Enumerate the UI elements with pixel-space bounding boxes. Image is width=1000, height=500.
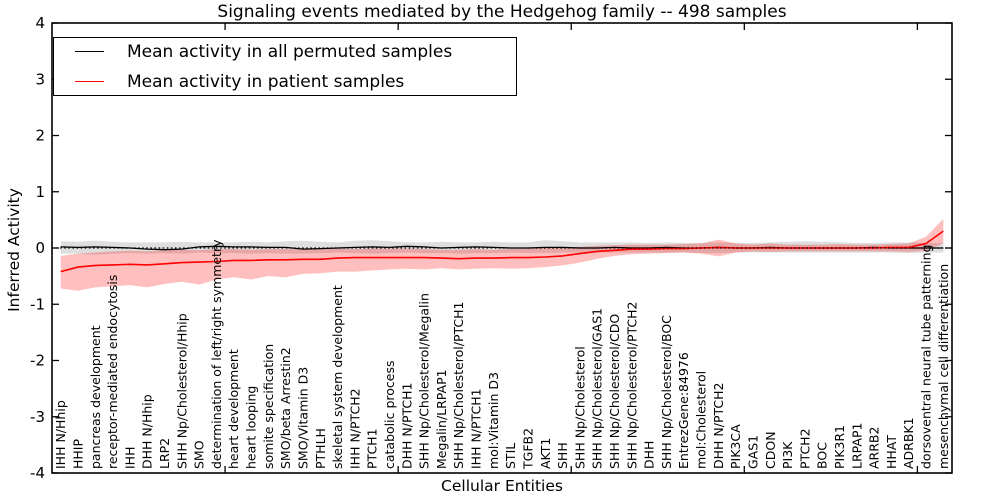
x-tick-label: determination of left/right symmetry — [209, 239, 224, 469]
x-tick-label: AKT1 — [538, 438, 553, 469]
x-tick-label: Megalin/LRPAP1 — [434, 369, 449, 469]
x-tick-label: SHH Np/Cholesterol/GAS1 — [590, 308, 605, 469]
x-tick-label: DHH N/Hhip — [140, 394, 155, 469]
x-tick-label: IHH N/PTCH1 — [469, 388, 484, 469]
x-tick-label: SHH Np/Cholesterol — [572, 346, 587, 469]
x-tick-label: LRP2 — [157, 438, 172, 469]
x-tick-label: SHH — [555, 442, 570, 469]
x-tick-label: SHH Np/Cholesterol/Megalin — [417, 293, 432, 469]
y-tick-label: 4 — [35, 14, 45, 32]
x-tick-label: mol:Vitamin D3 — [486, 372, 501, 469]
x-tick-label: PI3K — [780, 441, 795, 469]
y-tick-label: 3 — [35, 70, 45, 88]
patient-line-swatch — [75, 81, 104, 82]
x-tick-label: GAS1 — [746, 435, 761, 469]
x-tick-label: SHH Np/Cholesterol/PTCH2 — [624, 302, 639, 470]
y-tick-label: 0 — [35, 239, 45, 257]
x-tick-label: SHH Np/Cholesterol/PTCH1 — [451, 302, 466, 470]
legend-item-permuted: Mean activity in all permuted samples — [54, 40, 516, 64]
x-tick-label: receptor-mediated endocytosis — [105, 275, 120, 469]
y-tick-label: -2 — [30, 352, 45, 370]
x-tick-label: CDON — [763, 431, 778, 469]
patient-mean-line — [60, 230, 944, 273]
x-tick-label: HHIP — [71, 439, 86, 469]
y-tick-label: 2 — [35, 127, 45, 145]
chart-title: Signaling events mediated by the Hedgeho… — [217, 2, 787, 22]
x-tick-label: DHH N/PTCH2 — [711, 383, 726, 469]
x-tick-label: somite specification — [261, 344, 276, 469]
x-tick-label: DHH — [642, 441, 657, 469]
x-tick-label: STIL — [503, 443, 518, 469]
x-tick-label: dorsoventral neural tube patterning — [919, 245, 934, 470]
x-tick-label: SHH Np/Cholesterol/BOC — [659, 315, 674, 469]
x-tick-label: IHH N/Hhip — [53, 400, 68, 469]
x-tick-label: SMO/beta Arrestin2 — [278, 347, 293, 469]
legend-item-patient: Mean activity in patient samples — [54, 70, 516, 94]
y-axis-label: Inferred Activity — [5, 188, 23, 312]
x-tick-label: SMO/Vitamin D3 — [296, 367, 311, 469]
x-tick-label: PIK3CA — [728, 424, 743, 469]
x-axis-label: Cellular Entities — [441, 477, 563, 495]
x-tick-label: heart looping — [244, 386, 259, 469]
legend-label-permuted: Mean activity in all permuted samples — [127, 41, 453, 62]
y-tick-label: -1 — [30, 295, 45, 313]
x-tick-label: IHH — [122, 447, 137, 470]
x-tick-label: SMO — [192, 440, 207, 469]
permuted-line-swatch — [75, 51, 104, 52]
x-tick-label: DHH N/PTCH1 — [399, 383, 414, 469]
patient-band — [60, 218, 944, 291]
x-tick-label: PTCH1 — [365, 428, 380, 469]
legend: Mean activity in all permuted samples Me… — [53, 37, 517, 96]
x-tick-label: SHH Np/Cholesterol/CDO — [607, 314, 622, 469]
x-tick-label: PTCH2 — [797, 428, 812, 469]
y-tick-label: -3 — [30, 408, 45, 426]
x-tick-label: heart development — [226, 349, 241, 469]
x-tick-label: pancreas development — [88, 325, 103, 469]
x-tick-label: HHAT — [884, 435, 899, 469]
x-tick-label: ADRBK1 — [901, 417, 916, 469]
x-tick-label: EntrezGene:84976 — [676, 352, 691, 469]
x-tick-label: IHH N/PTCH2 — [347, 388, 362, 469]
x-tick-label: SHH Np/Cholesterol/Hhip — [174, 313, 189, 469]
x-tick-label: TGFB2 — [521, 428, 536, 470]
x-tick-label: mol:Cholesterol — [694, 371, 709, 469]
x-tick-label: ARRB2 — [867, 427, 882, 469]
y-tick-label: 1 — [35, 183, 45, 201]
x-tick-label: skeletal system development — [330, 285, 345, 469]
x-tick-label: PTHLH — [313, 428, 328, 469]
x-tick-label: PIK3R1 — [832, 425, 847, 469]
x-tick-label: BOC — [815, 442, 830, 469]
x-tick-label: mesenchymal cell differentiation — [936, 264, 951, 469]
y-tick-label: -4 — [30, 464, 45, 482]
legend-label-patient: Mean activity in patient samples — [127, 71, 405, 92]
x-tick-label: catabolic process — [382, 360, 397, 469]
x-tick-label: LRPAP1 — [849, 423, 864, 469]
